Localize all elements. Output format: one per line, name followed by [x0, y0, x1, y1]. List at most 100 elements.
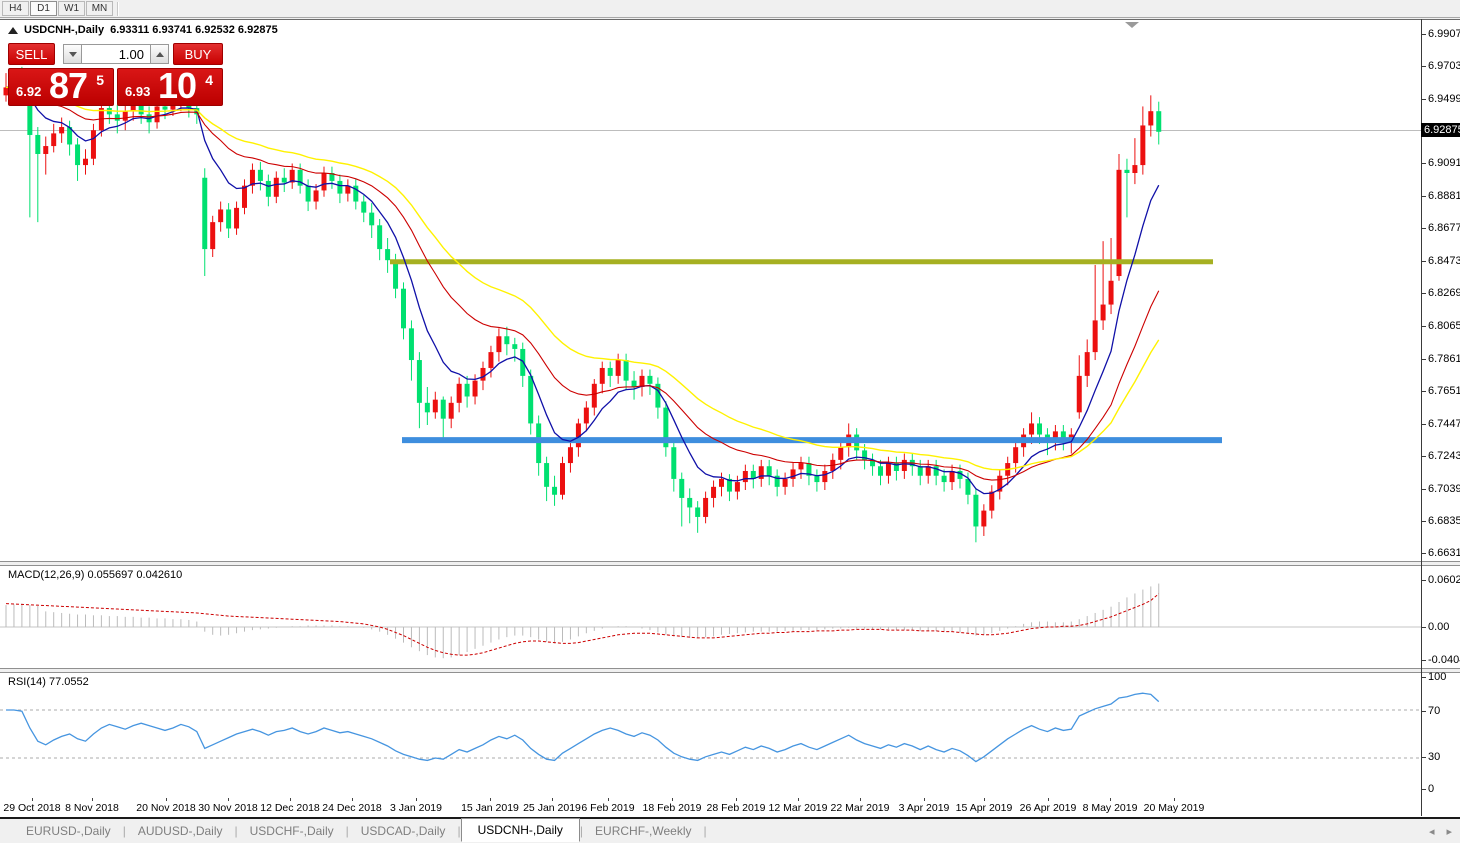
candle-body	[90, 130, 96, 159]
candle-body	[560, 463, 565, 495]
sell-price-point: 5	[96, 72, 104, 88]
chart-tab-usdchf[interactable]: USDCHF-,Daily	[249, 824, 334, 838]
date-tick-label: 8 May 2019	[1082, 802, 1138, 814]
candle-body	[1037, 423, 1042, 435]
candle-body	[249, 169, 255, 186]
buy-price-point: 4	[205, 72, 213, 88]
price-tick-tickmark	[1421, 293, 1426, 294]
candle-body	[218, 209, 224, 223]
volume-increase-button[interactable]	[150, 44, 169, 64]
chart-tab-eurchf[interactable]: EURCHF-,Weekly	[595, 824, 692, 838]
candle-body	[663, 407, 669, 448]
candle-body	[1092, 320, 1098, 353]
candle-body	[878, 466, 883, 476]
candle-body	[567, 447, 573, 464]
date-tickmark	[1110, 798, 1111, 801]
candle-body	[488, 352, 494, 368]
macd-tick-label: 0.00	[1428, 621, 1450, 633]
candle-body	[989, 491, 995, 511]
candle-body	[893, 463, 899, 471]
date-tickmark	[608, 798, 609, 801]
rsi-tick-label: 70	[1428, 705, 1441, 717]
date-axis: 29 Oct 2018 8 Nov 2018 20 Nov 2018 30 Nov 2…	[0, 798, 1421, 816]
panel-divider-macd[interactable]	[0, 561, 1460, 566]
price-tick-tickmark	[1421, 489, 1426, 490]
rsi-indicator-label: RSI(14) 77.0552	[8, 676, 89, 688]
chart-title: USDCNH-,Daily 6.93311 6.93741 6.92532 6.…	[8, 24, 278, 36]
candle-body	[806, 463, 812, 476]
chart-tab-usdcad[interactable]: USDCAD-,Daily	[360, 824, 446, 838]
timeframe-buttons: H4 D1 W1 MN	[2, 1, 114, 16]
price-tick-tickmark	[1421, 196, 1426, 197]
candle-body	[822, 470, 828, 483]
rsi-tick-label: 30	[1428, 751, 1441, 763]
price-tick-label: 6.80650	[1428, 320, 1460, 332]
price-tick-label: 6.78610	[1428, 353, 1460, 365]
candle-body	[552, 486, 558, 495]
date-tick-label: 26 Apr 2019	[1019, 802, 1077, 814]
price-tick-tickmark	[1421, 359, 1426, 360]
date-tickmark	[228, 798, 229, 801]
candle-body	[774, 475, 780, 487]
rsi-panel[interactable]	[0, 672, 1421, 798]
date-tick-label: 30 Nov 2018	[198, 802, 258, 814]
current-price-tag: 6.92875	[1421, 123, 1460, 137]
date-tick-label: 24 Dec 2018	[322, 802, 382, 814]
chart-tab-audusd[interactable]: AUDUSD-,Daily	[137, 824, 223, 838]
candle-body	[385, 249, 391, 261]
candle-body	[679, 478, 685, 498]
macd-tick-tickmark	[1421, 660, 1426, 661]
date-tickmark	[924, 798, 925, 801]
price-tick-label: 6.70390	[1428, 483, 1460, 495]
timeframe-button-mn[interactable]: MN	[86, 1, 113, 16]
candle-body	[329, 173, 335, 181]
rsi-tick-label: 0	[1428, 783, 1435, 795]
candle-body	[599, 367, 605, 384]
timeframe-button-d1[interactable]: D1	[30, 1, 57, 16]
candle-body	[687, 497, 693, 508]
candle-body	[901, 459, 907, 471]
candle-body	[742, 470, 748, 483]
buy-price-box[interactable]: 6.93 10 4	[117, 65, 223, 106]
candle-body	[1029, 423, 1035, 435]
candle-body	[1132, 165, 1138, 174]
price-tick-tickmark	[1421, 99, 1426, 100]
one-click-trading-widget: SELL BUY 6.92 87 5 6.93 10 4	[8, 42, 224, 106]
buy-button[interactable]: BUY	[173, 43, 223, 65]
timeframe-button-w1[interactable]: W1	[58, 1, 85, 16]
candle-body	[1116, 169, 1122, 277]
macd-tick-label: 0.060274	[1428, 574, 1460, 586]
volume-decrease-button[interactable]	[63, 44, 82, 64]
candle-body	[1084, 352, 1090, 376]
candle-body	[544, 463, 550, 487]
candle-body	[814, 475, 820, 483]
volume-input[interactable]	[82, 44, 150, 64]
chart-tab-bar: EURUSD-,Daily | AUDUSD-,Daily | USDCHF-,Dail…	[0, 817, 1460, 843]
sell-price-box[interactable]: 6.92 87 5	[8, 65, 114, 106]
chart-tab-eurusd[interactable]: EURUSD-,Daily	[26, 824, 111, 838]
candle-body	[51, 133, 57, 147]
candle-body	[369, 212, 375, 226]
ma-slow-line	[5, 86, 1160, 471]
candle-body	[321, 173, 327, 191]
date-tickmark	[166, 798, 167, 801]
price-tick-label: 6.94990	[1428, 93, 1460, 105]
candle-body	[870, 459, 876, 467]
candle-body	[1013, 447, 1019, 464]
tab-scroll-left-icon[interactable]: ◂	[1428, 826, 1435, 838]
tab-scroll-right-icon[interactable]: ▸	[1446, 826, 1452, 838]
price-panel[interactable]	[0, 21, 1421, 562]
timeframe-button-h4[interactable]: H4	[2, 1, 29, 16]
candle-body	[416, 360, 422, 403]
chart-tab-usdcnh[interactable]: USDCNH-,Daily	[460, 818, 580, 842]
candle-body	[1100, 304, 1106, 321]
price-tick-label: 6.88810	[1428, 190, 1460, 202]
rsi-tick-tickmark	[1421, 677, 1426, 678]
panel-divider-rsi[interactable]	[0, 668, 1460, 673]
tab-separator: |	[703, 824, 707, 838]
candle-body	[528, 375, 534, 424]
chart-shift-marker-icon[interactable]	[1125, 22, 1139, 28]
sell-button[interactable]: SELL	[8, 43, 55, 65]
candle-body	[790, 469, 796, 479]
